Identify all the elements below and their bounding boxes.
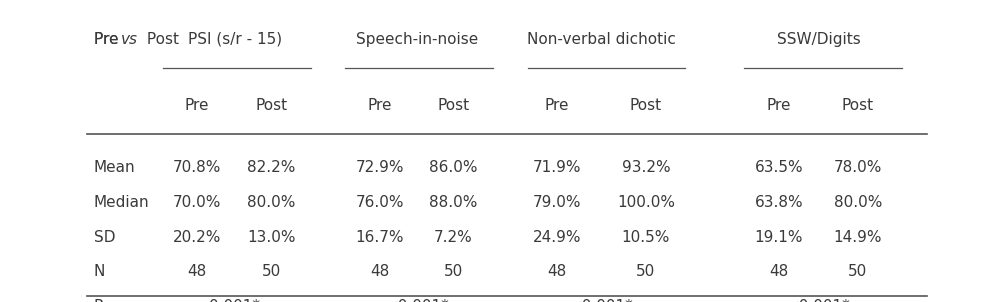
Text: <0.001*: <0.001* [386,299,449,302]
Text: 72.9%: 72.9% [355,160,404,175]
Text: 71.9%: 71.9% [532,160,582,175]
Text: Post: Post [842,98,874,113]
Text: Non-verbal dichotic: Non-verbal dichotic [528,32,675,47]
Text: 48: 48 [370,264,389,279]
Text: 0.001*: 0.001* [209,299,260,302]
Text: 13.0%: 13.0% [246,230,296,245]
Text: PSI (s/r - 15): PSI (s/r - 15) [187,32,282,47]
Text: 7.2%: 7.2% [434,230,473,245]
Text: 82.2%: 82.2% [246,160,296,175]
Text: Post: Post [630,98,662,113]
Text: Pre: Pre [767,98,791,113]
Text: 86.0%: 86.0% [429,160,478,175]
Text: 76.0%: 76.0% [355,195,404,210]
Text: 100.0%: 100.0% [617,195,674,210]
Text: SD: SD [94,230,115,245]
Text: 48: 48 [187,264,207,279]
Text: 78.0%: 78.0% [833,160,882,175]
Text: 14.9%: 14.9% [833,230,882,245]
Text: Post: Post [438,98,469,113]
Text: vs: vs [121,32,138,47]
Text: Median: Median [94,195,149,210]
Text: <0.001*: <0.001* [570,299,633,302]
Text: 79.0%: 79.0% [532,195,582,210]
Text: 70.0%: 70.0% [173,195,222,210]
Text: 50: 50 [444,264,463,279]
Text: Pre: Pre [94,32,123,47]
Text: N: N [94,264,106,279]
Text: 50: 50 [261,264,281,279]
Text: <0.001*: <0.001* [787,299,850,302]
Text: 70.8%: 70.8% [173,160,222,175]
Text: 20.2%: 20.2% [173,230,222,245]
Text: Post: Post [142,32,179,47]
Text: 80.0%: 80.0% [246,195,296,210]
Text: Pre: Pre [185,98,209,113]
Text: Speech-in-noise: Speech-in-noise [356,32,478,47]
Text: Pre: Pre [368,98,391,113]
Text: 63.5%: 63.5% [754,160,804,175]
Text: 80.0%: 80.0% [833,195,882,210]
Text: 10.5%: 10.5% [621,230,670,245]
Text: 50: 50 [636,264,656,279]
Text: 48: 48 [769,264,789,279]
Text: Mean: Mean [94,160,135,175]
Text: 63.8%: 63.8% [754,195,804,210]
Text: Pre: Pre [545,98,569,113]
Text: SSW/Digits: SSW/Digits [777,32,860,47]
Text: Pre: Pre [94,32,123,47]
Text: P: P [94,299,103,302]
Text: 48: 48 [547,264,567,279]
Text: 24.9%: 24.9% [532,230,582,245]
Text: 19.1%: 19.1% [754,230,804,245]
Text: Post: Post [255,98,287,113]
Text: 16.7%: 16.7% [355,230,404,245]
Text: 88.0%: 88.0% [429,195,478,210]
Text: 93.2%: 93.2% [621,160,670,175]
Text: 50: 50 [848,264,868,279]
